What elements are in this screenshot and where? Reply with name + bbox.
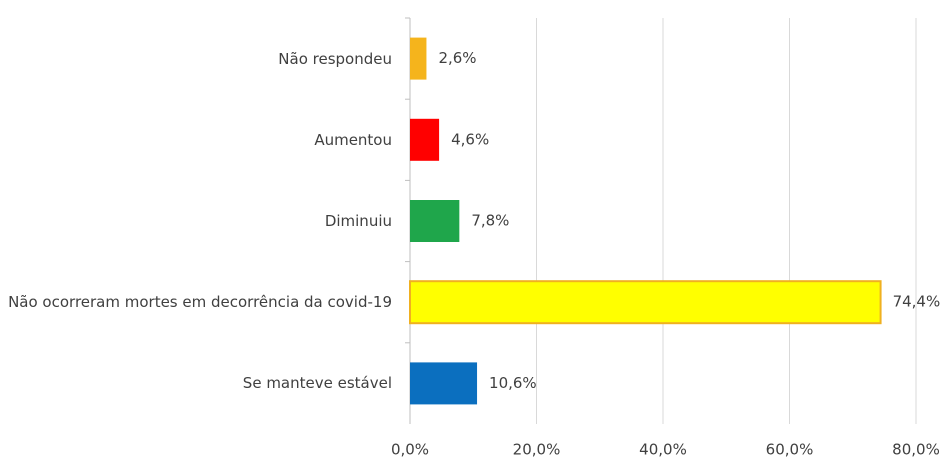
value-label: 10,6% — [489, 374, 537, 392]
bar — [410, 118, 440, 161]
bar — [410, 200, 460, 242]
bar — [410, 37, 427, 80]
x-tick-label: 80,0% — [892, 441, 940, 459]
y-tick-label: Não respondeu — [278, 49, 392, 68]
x-tick-label: 20,0% — [513, 441, 561, 459]
value-label: 4,6% — [451, 130, 489, 148]
value-label: 74,4% — [893, 293, 941, 311]
bar — [410, 362, 478, 405]
y-tick-label: Aumentou — [314, 130, 392, 149]
x-tick-label: 0,0% — [391, 441, 429, 459]
x-tick-label: 40,0% — [639, 441, 687, 459]
x-tick-label: 60,0% — [766, 441, 814, 459]
y-tick-label: Diminuiu — [324, 212, 392, 230]
value-label: 7,8% — [471, 212, 509, 230]
y-tick-label: Não ocorreram mortes em decorrência da c… — [8, 293, 392, 312]
bar — [409, 280, 882, 325]
y-tick-label: Se manteve estável — [242, 374, 392, 393]
value-label: 2,6% — [438, 49, 476, 67]
